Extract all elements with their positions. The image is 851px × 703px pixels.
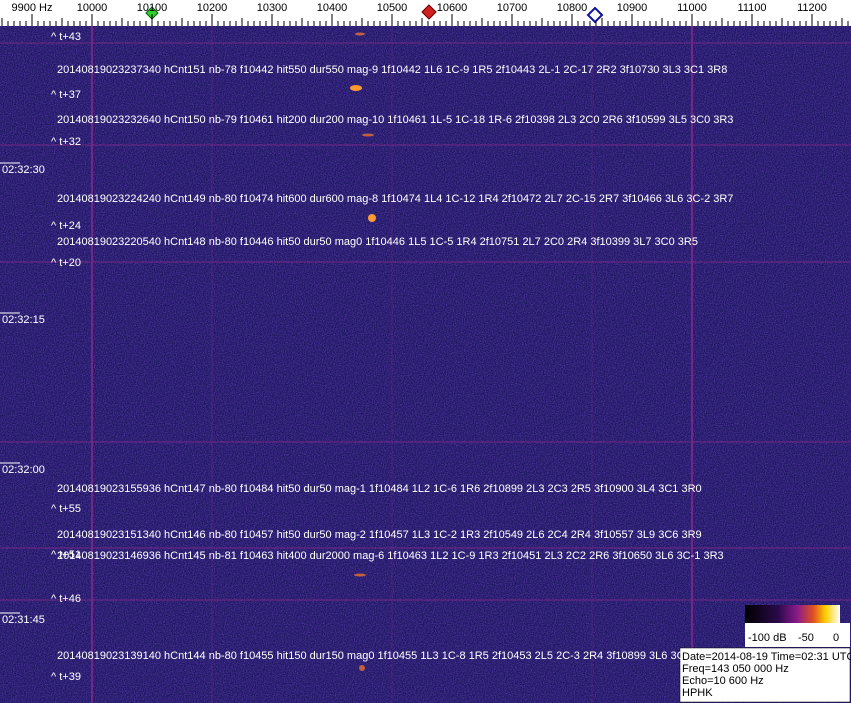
spectrogram-noise — [0, 26, 851, 703]
tick-label: 11200 — [797, 2, 827, 14]
meteor-record: 20140819023155936 hCnt147 nb-80 f10484 h… — [57, 483, 702, 495]
tick-label: 10200 — [197, 2, 228, 14]
tick-label: 10000 — [77, 2, 108, 14]
echo — [350, 85, 362, 91]
info-box — [679, 647, 851, 703]
time-offset-label: ^ t+55 — [51, 503, 81, 515]
echo — [359, 665, 365, 671]
tick-label: 10600 — [437, 2, 468, 14]
meteor-record: 20140819023151340 hCnt146 nb-80 f10457 h… — [57, 529, 702, 541]
meteor-record: 20140819023237340 hCnt151 nb-78 f10442 h… — [57, 64, 727, 76]
tick-label: 10900 — [617, 2, 648, 14]
info-line: Freq=143 050 000 Hz — [682, 663, 789, 675]
meteor-record: 20140819023224240 hCnt149 nb-80 f10474 h… — [57, 193, 733, 205]
tick-label: 9900 Hz — [12, 2, 53, 14]
interference-lines — [0, 26, 851, 703]
meteor-record: 20140819023232640 hCnt150 nb-79 f10461 h… — [57, 114, 733, 126]
tick-label: 10800 — [557, 2, 588, 14]
tick-label: 11000 — [677, 2, 707, 14]
meteor-record: 20140819023220540 hCnt148 nb-80 f10446 h… — [57, 236, 698, 248]
time-offset-label: ^ t+39 — [51, 671, 81, 683]
colorbar — [745, 605, 840, 623]
time-label: 02:32:15 — [2, 314, 45, 326]
tick-label: 10400 — [317, 2, 348, 14]
echo — [354, 573, 366, 577]
tick-label: 11100 — [738, 2, 767, 14]
echo — [368, 214, 376, 222]
meteor-record: 20140819023139140 hCnt144 nb-80 f10455 h… — [57, 650, 694, 662]
echo — [362, 133, 374, 137]
meteor-echoes — [350, 32, 376, 671]
tick-label: 10100 — [137, 2, 168, 14]
info-line: Echo=10 600 Hz — [682, 675, 764, 687]
time-offset-label: ^ t+37 — [51, 89, 81, 101]
time-offset-label: ^ t+46 — [51, 593, 81, 605]
time-offset-label: ^ t+43 — [51, 31, 81, 43]
colorbar-label: -50 — [798, 632, 814, 644]
info-line: HPHK — [682, 687, 713, 699]
time-offset-label: ^ t+51 — [51, 549, 81, 561]
echo — [355, 32, 365, 36]
info-line: Date=2014-08-19 Time=02:31 UTC — [682, 651, 851, 663]
marker-blue — [586, 6, 604, 24]
colorbar-labels-bg — [745, 623, 850, 647]
colorbar-label: 0 — [833, 632, 839, 644]
meteor-record: 20140819023146936 hCnt145 nb-81 f10463 h… — [57, 550, 724, 562]
tick-label: 10700 — [497, 2, 528, 14]
time-label: 02:31:45 — [2, 614, 45, 626]
time-offset-label: ^ t+20 — [51, 257, 81, 269]
tick-label: 10300 — [257, 2, 288, 14]
time-label: 02:32:30 — [2, 164, 45, 176]
tick-label: 10500 — [377, 2, 408, 14]
colorbar-label: -100 dB — [748, 632, 787, 644]
time-offset-label: ^ t+24 — [51, 220, 81, 232]
time-label: 02:32:00 — [2, 464, 45, 476]
time-offset-label: ^ t+32 — [51, 136, 81, 148]
marker-red — [421, 4, 437, 20]
